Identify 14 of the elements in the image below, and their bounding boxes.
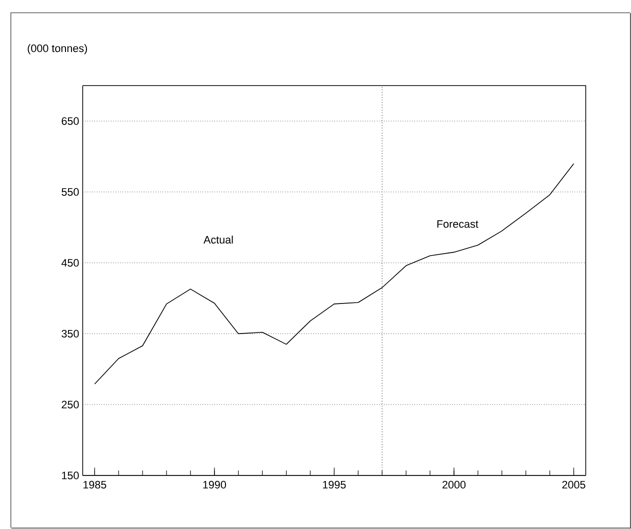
x-tick-label: 2005	[562, 481, 586, 489]
y-axis-title: (000 tonnes)	[28, 44, 87, 54]
y-tick-label: 150	[62, 472, 79, 480]
y-tick-label: 350	[62, 330, 79, 338]
y-tick-label: 650	[62, 117, 79, 126]
y-tick-label: 550	[62, 188, 79, 196]
x-tick-label: 1985	[83, 481, 106, 489]
annotation: Actual	[204, 236, 233, 244]
x-tick-label: 1995	[323, 481, 346, 489]
x-tick-label: 1990	[203, 481, 226, 489]
y-tick-label: 250	[62, 400, 79, 409]
y-tick-label: 450	[61, 259, 79, 267]
annotation: Forecast	[437, 220, 478, 228]
x-tick-label: 2000	[442, 481, 466, 489]
